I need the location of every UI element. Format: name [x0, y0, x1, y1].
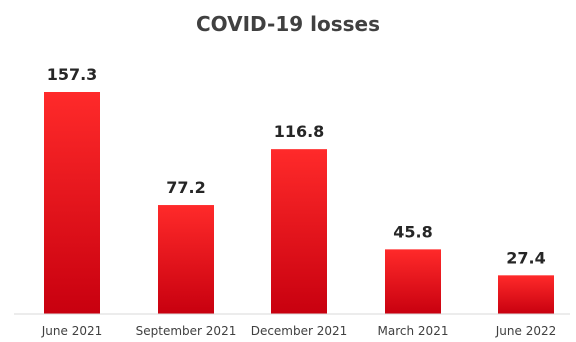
x-tick-label-2: September 2021	[136, 324, 237, 338]
x-tick-label-5: June 2022	[495, 324, 557, 338]
x-tick-label-1: June 2021	[41, 324, 103, 338]
bar-4	[385, 249, 441, 314]
data-label-5: 27.4	[506, 248, 545, 267]
data-label-3: 116.8	[274, 122, 325, 141]
x-tick-label-4: March 2021	[378, 324, 449, 338]
bar-1	[44, 92, 100, 314]
bar-5	[498, 275, 554, 314]
x-tick-label-3: December 2021	[251, 324, 348, 338]
bar-3	[271, 149, 327, 314]
data-label-1: 157.3	[47, 65, 98, 84]
data-labels-group: 157.3 77.2 116.8 45.8 27.4	[47, 65, 546, 267]
chart-title: COVID-19 losses	[196, 12, 380, 36]
data-label-2: 77.2	[166, 178, 205, 197]
x-tick-labels-group: June 2021 September 2021 December 2021 Marc…	[41, 324, 557, 338]
data-label-4: 45.8	[393, 222, 432, 241]
bars-group	[44, 92, 554, 314]
bar-2	[158, 205, 214, 314]
